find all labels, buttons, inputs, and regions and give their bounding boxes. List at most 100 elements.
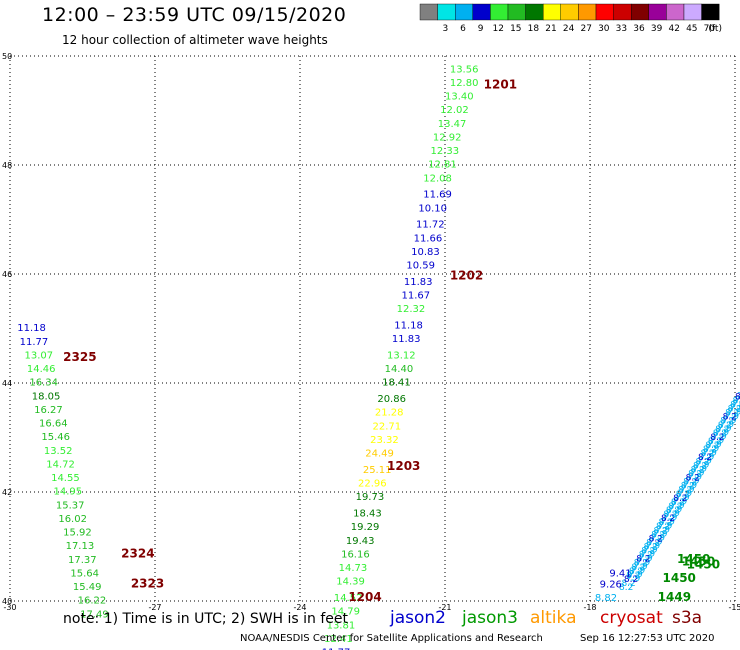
time-units-note: note: 1) Time is in UTC; 2) SWH is in fe… <box>63 611 349 627</box>
dense-track-mark: 8.2 <box>683 478 697 488</box>
dense-track-mark: 7.9 <box>712 432 727 442</box>
footer-timestamp: Sep 16 12:27:53 UTC 2020 <box>580 633 715 644</box>
x-tick-label: -27 <box>148 603 161 612</box>
dense-track-mark: 8.2 <box>718 421 732 431</box>
wave-height-value: 8.82 <box>595 593 617 604</box>
wave-height-value: 19.43 <box>346 536 375 547</box>
colorbar-label: 18 <box>528 24 540 34</box>
colorbar-swatch <box>701 3 720 21</box>
legend-s3a: s3a <box>672 608 703 628</box>
x-tick-label: -18 <box>583 603 596 612</box>
colorbar-label: 33 <box>616 24 627 34</box>
dense-track-mark: 7.9 <box>633 562 648 572</box>
wave-height-value: 13.40 <box>445 92 474 103</box>
dense-track-mark: 7.9 <box>658 521 673 531</box>
wave-height-value: 14.46 <box>27 364 56 375</box>
wave-height-value: 24.49 <box>365 449 394 460</box>
wave-height-value: 15.64 <box>70 568 99 579</box>
dense-track-mark: 7.9 <box>661 517 676 527</box>
wave-height-value: 18.41 <box>382 378 411 389</box>
dense-track-mark: 7.9 <box>651 534 666 544</box>
y-tick-label: 40 <box>2 597 12 606</box>
wave-height-value: 13.56 <box>450 64 479 75</box>
track-time-label: 1449 <box>658 590 691 604</box>
wave-height-value: 16.02 <box>58 514 87 525</box>
wave-height-value: 19.73 <box>356 492 385 503</box>
dense-track-mark: 7.9 <box>735 396 740 406</box>
wave-height-value: 25.11 <box>363 465 392 476</box>
wave-height-value: 14.55 <box>51 473 80 484</box>
colorbar-label: 27 <box>580 24 591 34</box>
dense-track-mark: 8.2 <box>728 405 740 415</box>
dense-track-mark: 8.2 <box>730 400 740 410</box>
wave-height-value: 18.05 <box>32 391 61 402</box>
legend-jason2: jason2 <box>390 608 446 628</box>
wave-height-value: 15.92 <box>63 528 92 539</box>
dense-track-mark: 8.2 <box>636 555 650 565</box>
x-tick-label: -15 <box>728 603 740 612</box>
wave-height-value: 12.81 <box>428 160 457 171</box>
dense-track-mark: 7.9 <box>725 412 740 422</box>
wave-height-value: 14.40 <box>385 364 414 375</box>
wave-height-value: 11.83 <box>392 334 421 345</box>
dense-track-mark: 7.9 <box>653 529 668 539</box>
wave-height-value: 14.52 <box>334 593 363 604</box>
wave-height-value: 15.37 <box>56 500 85 511</box>
dense-track-mark: 7.9 <box>707 440 722 450</box>
dense-track-mark: 7.9 <box>690 469 705 479</box>
wave-height-value: 9.41 <box>609 568 631 579</box>
wave-height-value: 18.43 <box>353 509 382 520</box>
dense-track-mark: 7.9 <box>678 489 693 499</box>
wave-height-value: 14.95 <box>54 487 83 498</box>
y-tick-label: 50 <box>2 52 12 61</box>
x-tick-label: -30 <box>3 603 16 612</box>
colorbar-units: (ft) <box>708 24 722 34</box>
dense-track-mark: 8.2 <box>708 437 722 447</box>
wave-height-value: 13.12 <box>387 350 416 361</box>
dense-track-mark: 8.2 <box>654 526 668 536</box>
dense-track-mark: 7.9 <box>737 391 740 401</box>
track-time-label: 1450 <box>677 552 710 566</box>
dense-track-mark: 7.9 <box>648 538 663 548</box>
wave-height-value: 17.13 <box>66 541 95 552</box>
color-scale-legend: 3 6 9 12 15 18 21 24 27 30 33 36 39 42 45 70(ft) <box>419 3 722 34</box>
dense-track-mark: 8.2 <box>671 498 685 508</box>
dense-track-mark: 8.2 <box>639 551 653 561</box>
dense-track-mark: 8.2 <box>629 567 643 577</box>
track-time-label: 1450 <box>663 571 696 585</box>
dense-track-mark: 7.9 <box>715 428 730 438</box>
dense-track-mark: 8.2 <box>668 502 682 512</box>
colorbar-label: 3 <box>443 24 449 34</box>
y-tick-label: 46 <box>2 270 12 279</box>
dense-track-mark: 8.2 <box>666 506 680 516</box>
wave-height-value: 12.80 <box>450 78 479 89</box>
dense-track-mark: 8.2 <box>686 474 700 484</box>
track-time-label: 2324 <box>121 546 154 560</box>
colorbar-label: 9 <box>478 24 484 34</box>
wave-height-value: 19.29 <box>351 522 380 533</box>
dense-track-mark: 8.2 <box>676 490 690 500</box>
dense-track-mark: 7.9 <box>656 525 671 535</box>
dense-track-mark: 8.2 <box>710 433 724 443</box>
track-time-label: 2323 <box>131 576 164 590</box>
dense-track-mark: 8.2 <box>646 538 660 548</box>
wave-height-value: 10.59 <box>406 261 435 272</box>
wave-height-value: 11.66 <box>414 233 443 244</box>
dense-track-mark: 7.9 <box>670 501 685 511</box>
dense-track-mark: 8.2 <box>641 547 655 557</box>
colorbar-label: 42 <box>668 24 679 34</box>
dense-track-mark: 8.2 <box>644 543 658 553</box>
wave-height-value: 16.27 <box>34 405 63 416</box>
dense-track-mark: 8.2 <box>723 413 737 423</box>
dense-track-mark: 7.9 <box>710 436 725 446</box>
wave-height-value: 9.26 <box>600 579 622 590</box>
dense-track-mark: 8.2 <box>619 583 633 593</box>
dense-track-mark: 8.2 <box>624 575 638 585</box>
colorbar-label: 36 <box>633 24 645 34</box>
dense-track-mark: 7.9 <box>688 473 703 483</box>
track-time-label: 2325 <box>63 350 96 364</box>
track-time-label: 1203 <box>387 459 420 473</box>
wave-height-value: 14.72 <box>46 459 75 470</box>
wave-height-value: 11.77 <box>322 648 351 650</box>
